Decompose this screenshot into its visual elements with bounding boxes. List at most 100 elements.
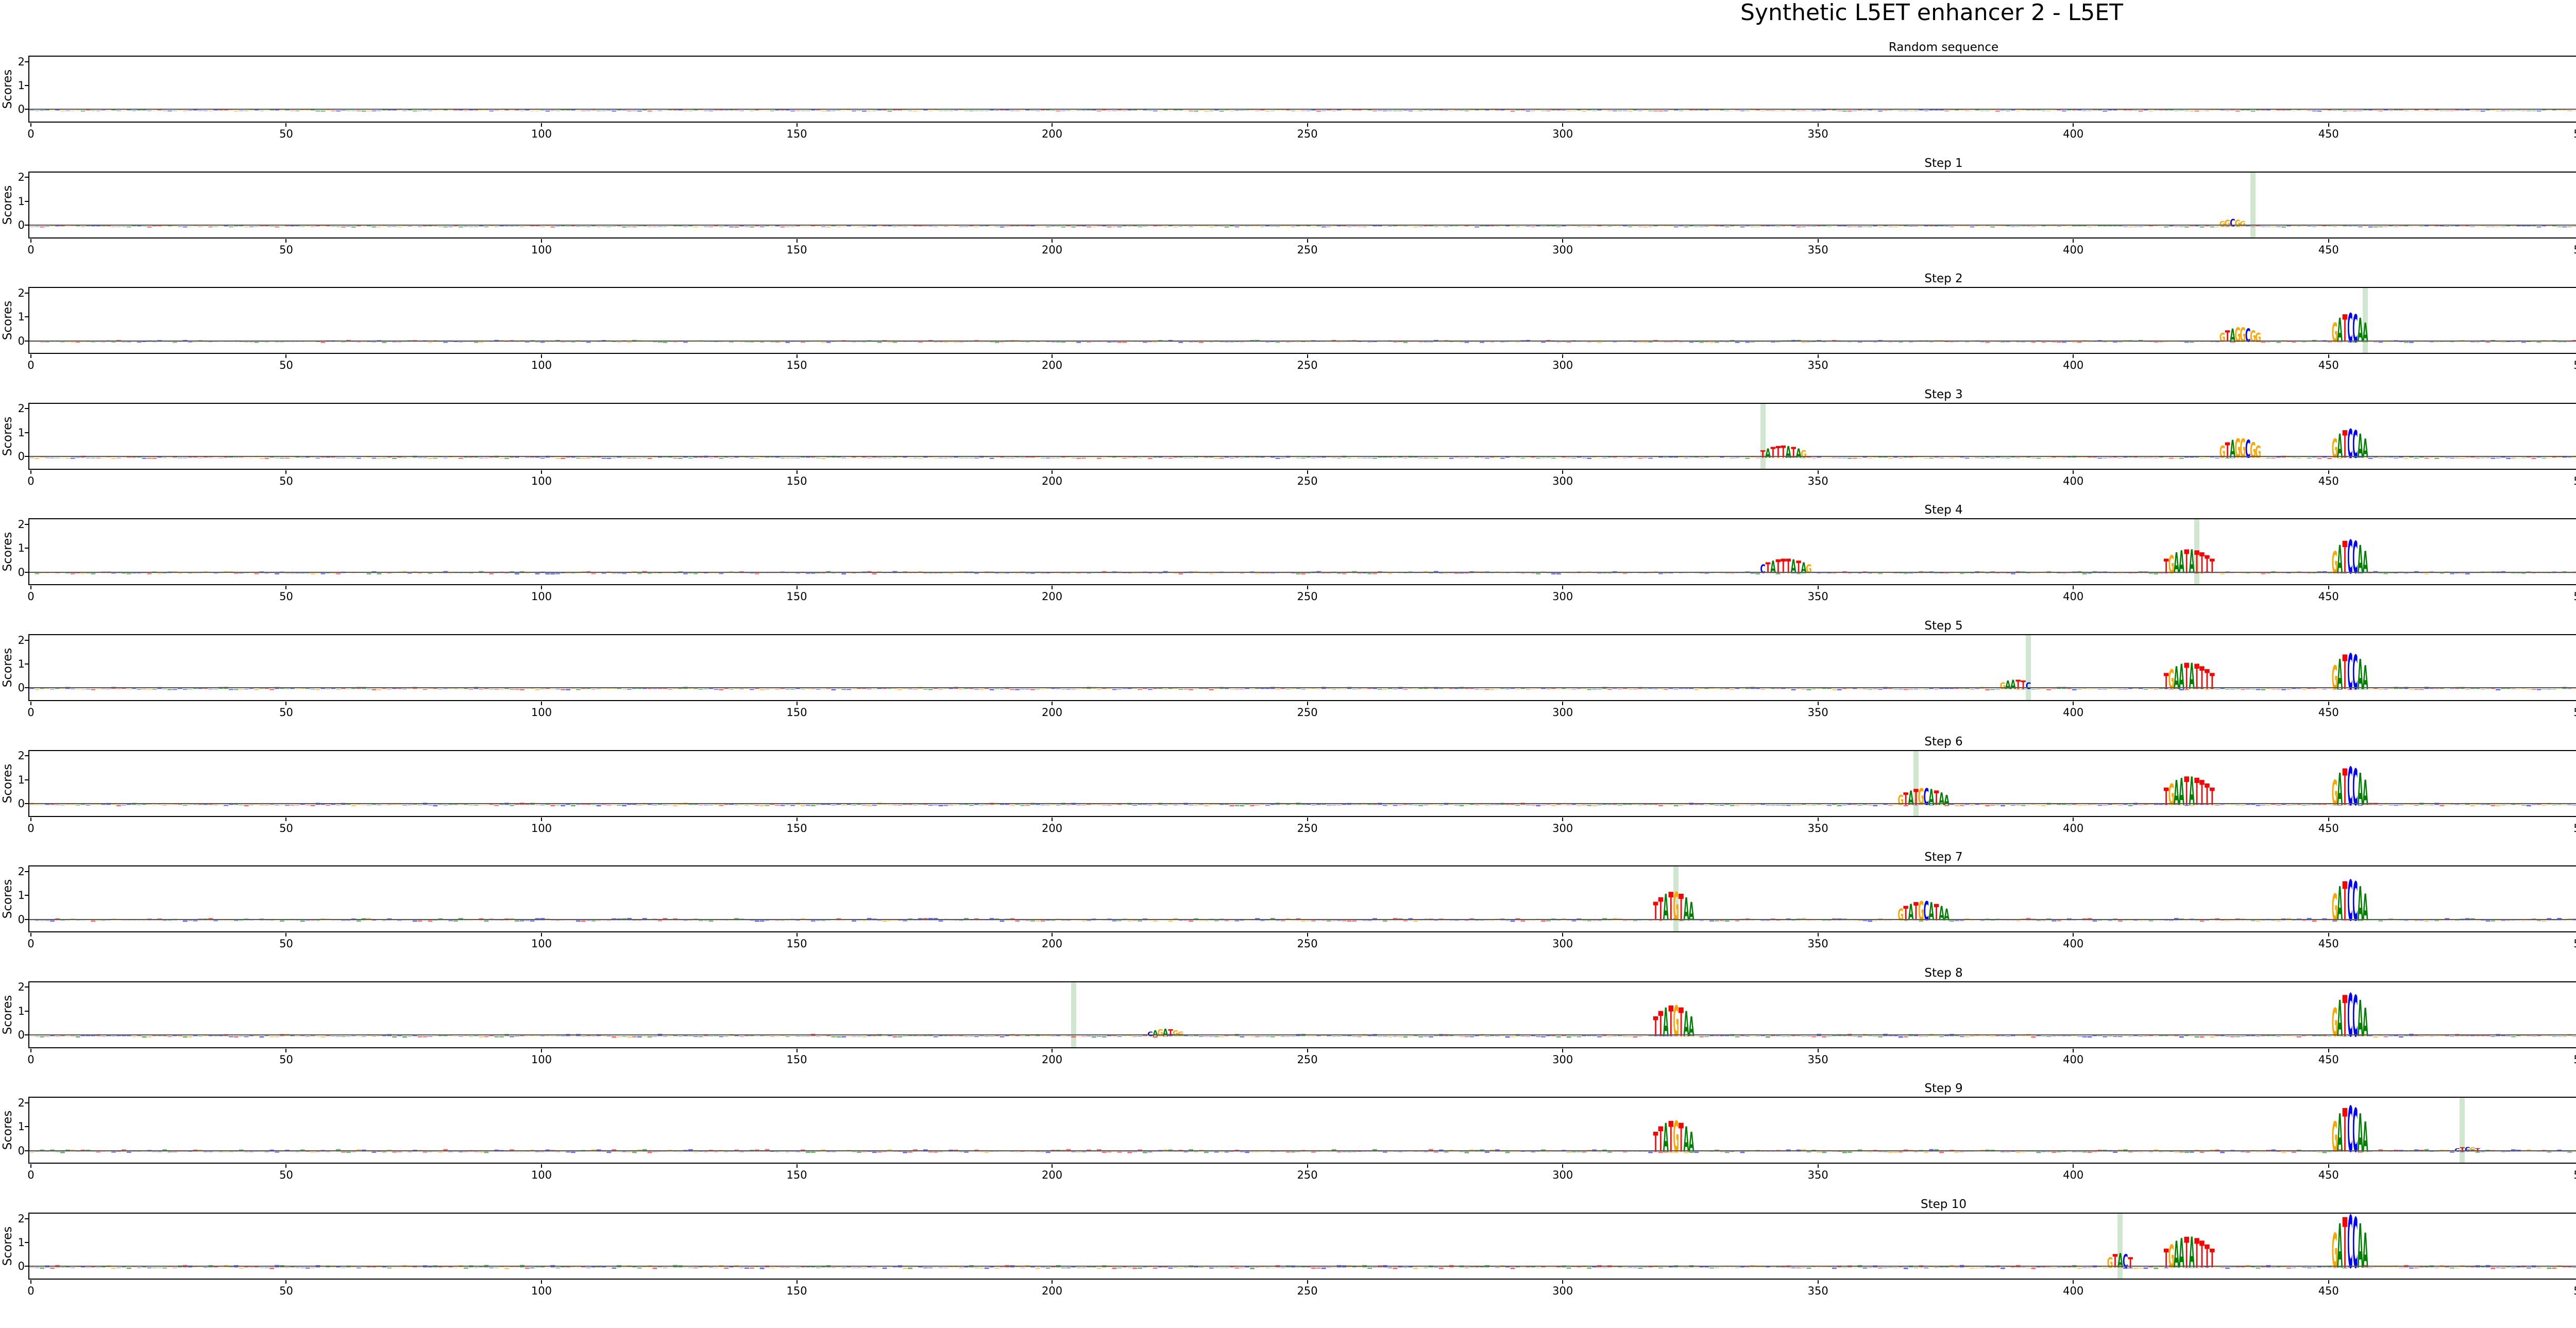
x-tick-label: 150 (787, 1053, 807, 1066)
y-tick-mark (25, 432, 28, 433)
y-tick-label: 0 (15, 914, 25, 925)
x-tick-label: 350 (1808, 938, 1828, 950)
x-tick-label: 450 (2318, 938, 2339, 950)
y-tick-mark (25, 524, 28, 525)
x-tick-label: 250 (1297, 475, 1318, 487)
x-tick-label: 200 (1042, 475, 1062, 487)
x-tick-mark (1562, 470, 1563, 474)
x-tick-mark (541, 239, 542, 243)
zero-line (29, 572, 2576, 573)
y-tick-mark (25, 293, 28, 294)
x-tick-label: 250 (1297, 1169, 1318, 1181)
x-tick-mark (541, 586, 542, 589)
y-tick-label: 2 (15, 866, 25, 877)
y-tick-label: 0 (15, 220, 25, 230)
svg-text:T: T (2184, 543, 2189, 582)
x-tick-mark (1818, 933, 1819, 937)
x-tick-mark (1818, 354, 1819, 358)
x-tick-label: 500 (2573, 128, 2576, 140)
x-tick-mark (2073, 123, 2074, 127)
x-tick-mark (541, 818, 542, 821)
svg-text:C: C (2347, 421, 2352, 467)
svg-text:C: C (1760, 562, 1765, 576)
svg-text:T: T (2343, 533, 2348, 584)
x-tick-mark (1562, 1280, 1563, 1284)
x-tick-label: 400 (2063, 475, 2083, 487)
y-axis-label: Scores (1, 523, 14, 580)
y-tick-mark (25, 340, 28, 342)
x-tick-mark (796, 1280, 798, 1284)
x-tick-mark (285, 1049, 286, 1052)
panel-title: Step 10 (28, 1197, 2576, 1212)
x-tick-mark (1818, 123, 1819, 127)
y-tick-mark (25, 871, 28, 872)
zero-line (29, 1266, 2576, 1267)
y-tick-mark (25, 1266, 28, 1267)
x-tick-label: 250 (1297, 938, 1318, 950)
x-tick-label: 50 (279, 706, 293, 719)
x-tick-mark (30, 933, 31, 937)
zero-line (29, 456, 2576, 457)
svg-text:C: C (2347, 532, 2352, 585)
svg-text:G: G (1801, 449, 1807, 461)
sequence-logo (29, 57, 2576, 123)
x-tick-label: 50 (279, 822, 293, 835)
x-tick-label: 100 (531, 822, 552, 835)
x-tick-label: 100 (531, 359, 552, 371)
x-tick-label: 0 (27, 706, 34, 719)
x-tick-mark (2073, 818, 2074, 821)
x-tick-label: 150 (787, 822, 807, 835)
panel-title: Step 7 (28, 850, 2576, 864)
x-tick-label: 200 (1042, 590, 1062, 603)
x-tick-mark (541, 702, 542, 705)
x-tick-mark (796, 123, 798, 127)
x-tick-mark (1818, 239, 1819, 243)
y-tick-mark (25, 1034, 28, 1035)
zero-line (29, 687, 2576, 688)
x-tick-label: 500 (2573, 590, 2576, 603)
x-tick-mark (1818, 1164, 1819, 1168)
svg-text:G: G (2219, 442, 2226, 462)
x-tick-label: 450 (2318, 244, 2339, 256)
x-tick-label: 50 (279, 244, 293, 256)
x-tick-label: 300 (1552, 1169, 1573, 1181)
y-tick-mark (25, 316, 28, 317)
y-tick-mark (25, 1126, 28, 1127)
panel-title: Step 2 (28, 271, 2576, 286)
x-tick-mark (285, 239, 286, 243)
sequence-logo: CAGATGGTTATGTAAGATCCAA (29, 982, 2576, 1048)
x-tick-label: 50 (279, 1053, 293, 1066)
y-tick-label: 0 (15, 336, 25, 346)
x-tick-mark (2328, 702, 2329, 705)
x-tick-label: 400 (2063, 128, 2083, 140)
svg-text:A: A (2337, 427, 2343, 466)
y-tick-label: 1 (15, 1006, 25, 1016)
y-tick-label: 2 (15, 403, 25, 414)
x-tick-label: 350 (1808, 1169, 1828, 1181)
x-tick-label: 450 (2318, 359, 2339, 371)
x-tick-mark (796, 354, 798, 358)
x-tick-mark (1052, 354, 1053, 358)
x-tick-mark (1052, 933, 1053, 937)
svg-text:T: T (1771, 445, 1776, 462)
y-tick-mark (25, 109, 28, 110)
x-tick-label: 400 (2063, 822, 2083, 835)
x-tick-mark (2073, 354, 2074, 358)
y-tick-mark (25, 225, 28, 226)
x-tick-label: 100 (531, 706, 552, 719)
x-tick-mark (285, 933, 286, 937)
x-tick-mark (1818, 470, 1819, 474)
x-tick-mark (1562, 1049, 1563, 1052)
x-tick-label: 300 (1552, 706, 1573, 719)
y-tick-mark (25, 895, 28, 896)
x-tick-mark (1307, 702, 1308, 705)
x-tick-label: 50 (279, 1169, 293, 1181)
panel-title: Step 4 (28, 503, 2576, 517)
x-tick-mark (1052, 470, 1053, 474)
y-tick-mark (25, 640, 28, 641)
